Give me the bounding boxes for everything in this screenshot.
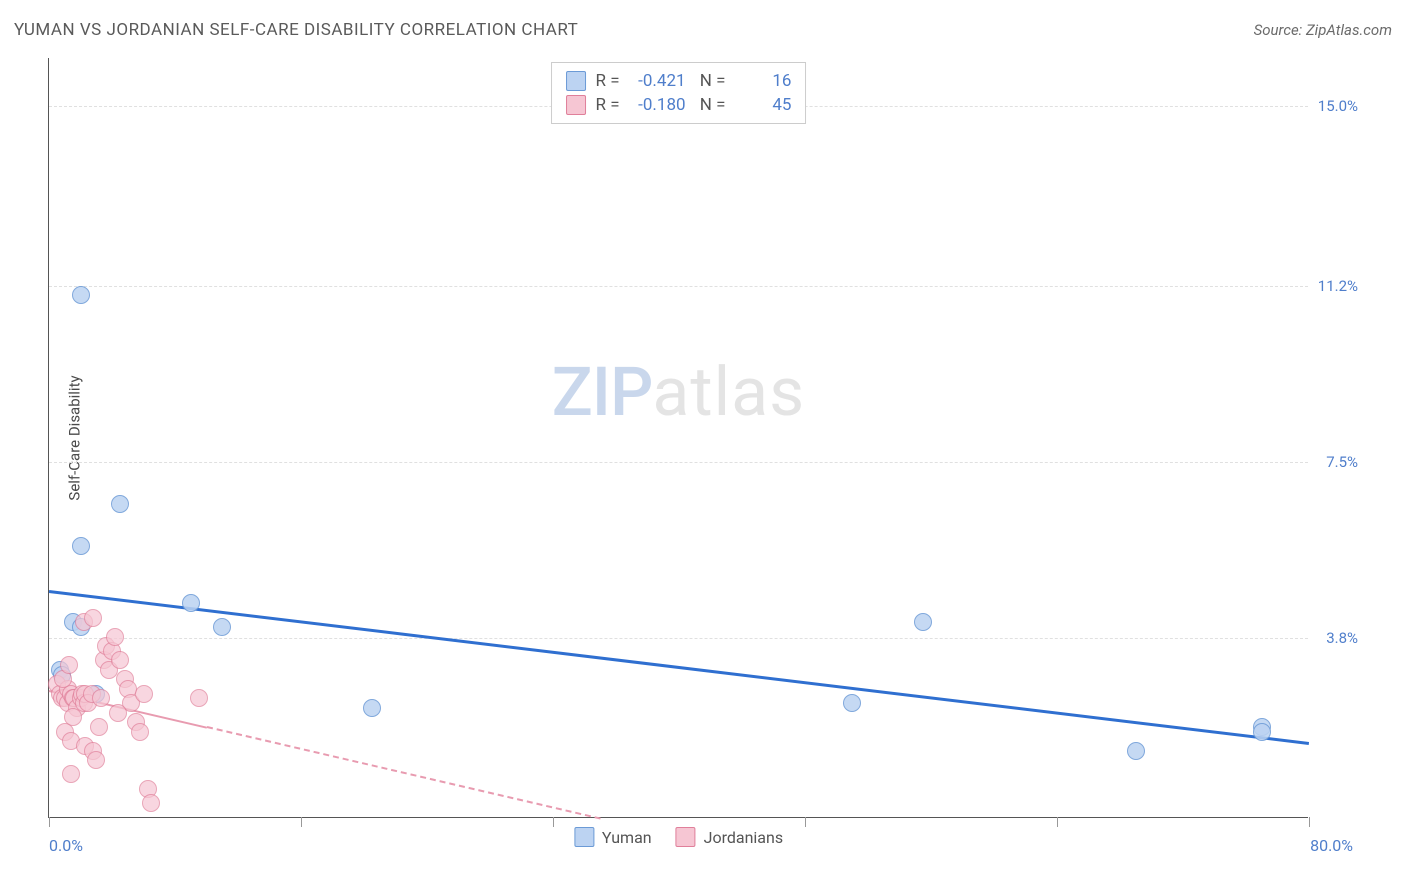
stats-r-label: R =: [596, 95, 620, 115]
gridline: [49, 638, 1308, 639]
data-point: [131, 723, 149, 741]
gridline: [49, 286, 1308, 287]
legend-label-jordanians: Jordanians: [704, 828, 783, 847]
data-point: [72, 286, 90, 304]
data-point: [135, 685, 153, 703]
data-point: [62, 765, 80, 783]
data-point: [106, 628, 124, 646]
stats-row-yuman: R = -0.421 N = 16: [566, 69, 792, 93]
correlation-stats-box: R = -0.421 N = 16 R = -0.180 N = 45: [551, 62, 807, 124]
legend-label-yuman: Yuman: [602, 828, 652, 847]
data-point: [1253, 723, 1271, 741]
x-tick: [1057, 817, 1058, 827]
stats-n-label: N =: [696, 95, 726, 115]
data-point: [363, 699, 381, 717]
watermark: ZIPatlas: [552, 352, 806, 432]
data-point: [914, 613, 932, 631]
chart-title: YUMAN VS JORDANIAN SELF-CARE DISABILITY …: [14, 20, 578, 40]
legend-swatch-yuman: [574, 827, 594, 847]
data-point: [109, 704, 127, 722]
x-axis-min-label: 0.0%: [49, 836, 83, 855]
data-point: [1127, 742, 1145, 760]
data-point: [142, 794, 160, 812]
stats-r-value-jordanians: -0.180: [630, 95, 686, 115]
y-tick-label: 3.8%: [1308, 629, 1358, 647]
stats-row-jordanians: R = -0.180 N = 45: [566, 93, 792, 117]
watermark-zip: ZIP: [552, 352, 653, 432]
chart-container: Self-Care Disability ZIPatlas 3.8%7.5%11…: [48, 58, 1358, 818]
y-tick-label: 15.0%: [1308, 97, 1358, 115]
trend-line: [206, 726, 600, 820]
stats-swatch-jordanians: [566, 95, 586, 115]
data-point: [182, 594, 200, 612]
chart-header: YUMAN VS JORDANIAN SELF-CARE DISABILITY …: [14, 20, 1392, 40]
data-point: [111, 651, 129, 669]
stats-r-value-yuman: -0.421: [630, 71, 686, 91]
trend-line: [49, 590, 1309, 745]
stats-n-value-jordanians: 45: [735, 95, 791, 115]
y-tick-label: 11.2%: [1308, 277, 1358, 295]
data-point: [111, 495, 129, 513]
legend-item-jordanians: Jordanians: [676, 827, 783, 847]
data-point: [843, 694, 861, 712]
data-point: [90, 718, 108, 736]
x-axis-max-label: 80.0%: [1310, 836, 1353, 855]
legend: Yuman Jordanians: [574, 827, 783, 847]
legend-item-yuman: Yuman: [574, 827, 652, 847]
stats-n-label: N =: [696, 71, 726, 91]
legend-swatch-jordanians: [676, 827, 696, 847]
chart-source: Source: ZipAtlas.com: [1254, 21, 1392, 39]
x-tick: [1309, 817, 1310, 827]
stats-n-value-yuman: 16: [735, 71, 791, 91]
x-tick: [49, 817, 50, 827]
x-tick: [805, 817, 806, 827]
plot-area: ZIPatlas 3.8%7.5%11.2%15.0% 0.0% 80.0% R…: [48, 58, 1308, 818]
x-tick: [301, 817, 302, 827]
data-point: [60, 656, 78, 674]
data-point: [92, 689, 110, 707]
data-point: [190, 689, 208, 707]
watermark-atlas: atlas: [652, 352, 805, 432]
x-tick: [553, 817, 554, 827]
data-point: [72, 537, 90, 555]
data-point: [213, 618, 231, 636]
stats-swatch-yuman: [566, 71, 586, 91]
data-point: [87, 751, 105, 769]
y-tick-label: 7.5%: [1308, 453, 1358, 471]
data-point: [84, 609, 102, 627]
stats-r-label: R =: [596, 71, 620, 91]
gridline: [49, 462, 1308, 463]
